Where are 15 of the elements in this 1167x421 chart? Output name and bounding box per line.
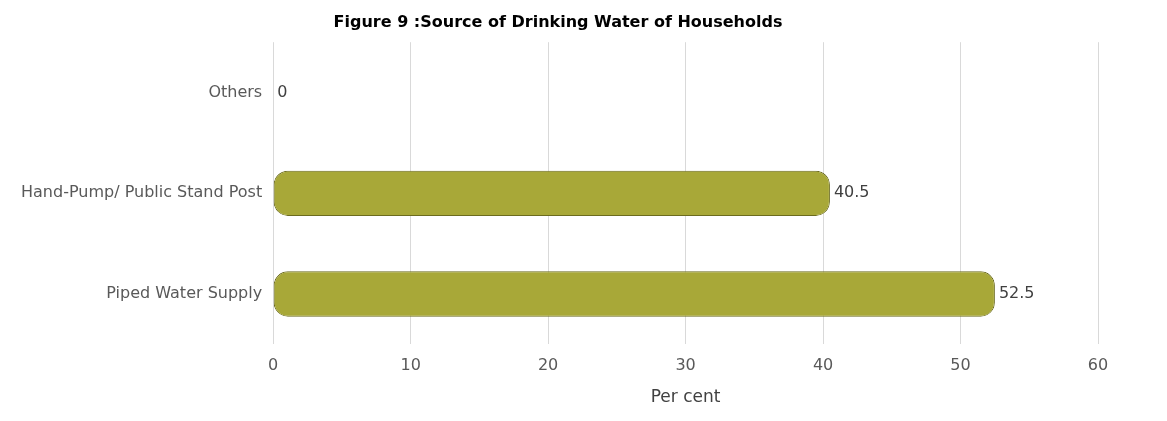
x-tick-label: 50 bbox=[950, 355, 971, 375]
data-label: 0 bbox=[277, 81, 288, 101]
y-tick-label: Others bbox=[208, 81, 263, 101]
x-tick-label: 0 bbox=[268, 355, 279, 375]
data-label: 52.5 bbox=[998, 283, 1035, 303]
x-tick-label: 20 bbox=[537, 355, 559, 375]
data-label: 40.5 bbox=[833, 182, 870, 202]
chart-title: Figure 9 :Source of Drinking Water of Households bbox=[333, 11, 783, 31]
x-axis-title: Per cent bbox=[650, 386, 721, 407]
y-tick-label: Piped Water Supply bbox=[106, 283, 263, 303]
y-tick-label: Hand-Pump/ Public Stand Post bbox=[20, 182, 263, 202]
x-tick-label: 60 bbox=[1087, 355, 1109, 375]
x-tick-label: 10 bbox=[400, 355, 421, 375]
x-tick-label: 30 bbox=[675, 355, 696, 375]
x-tick-label: 40 bbox=[812, 355, 834, 375]
